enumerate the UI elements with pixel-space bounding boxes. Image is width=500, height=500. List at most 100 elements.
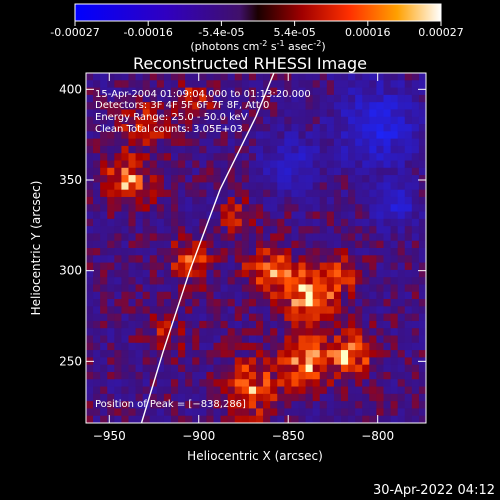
- heatmap-cell: [86, 109, 94, 118]
- heatmap-cell: [298, 350, 307, 358]
- heatmap-cell: [326, 415, 335, 423]
- heatmap-cell: [100, 364, 108, 373]
- heatmap-cell: [199, 109, 208, 118]
- heatmap-cell: [404, 218, 413, 227]
- heatmap-cell: [369, 277, 378, 286]
- heatmap-cell: [362, 109, 370, 118]
- colorbar-tick-label: -5.4e-05: [198, 26, 244, 39]
- heatmap-cell: [163, 350, 172, 358]
- heatmap-cell: [333, 211, 342, 220]
- heatmap-cell: [383, 240, 392, 249]
- heatmap-cell: [206, 109, 215, 118]
- heatmap-cell: [277, 335, 285, 344]
- heatmap-cell: [248, 262, 257, 271]
- heatmap-cell: [263, 408, 271, 417]
- heatmap-cell: [100, 138, 108, 147]
- heatmap-cell: [163, 145, 172, 154]
- heatmap-cell: [142, 102, 151, 111]
- heatmap-cell: [305, 175, 314, 183]
- heatmap-cell: [397, 233, 406, 242]
- y-axis-tick-label: 250: [59, 354, 82, 368]
- heatmap-cell: [142, 364, 151, 373]
- heatmap-cell: [277, 131, 285, 140]
- heatmap-cell: [213, 342, 222, 351]
- heatmap-cell: [411, 291, 420, 300]
- heatmap-cell: [128, 269, 137, 278]
- heatmap-cell: [319, 415, 328, 423]
- heatmap-cell: [376, 189, 385, 198]
- heatmap-cell: [163, 262, 172, 271]
- heatmap-cell: [355, 335, 363, 344]
- heatmap-cell: [390, 196, 399, 205]
- heatmap-cell: [128, 408, 137, 417]
- heatmap-cell: [355, 379, 363, 388]
- heatmap-cell: [234, 175, 243, 183]
- x-axis-tick-label: −850: [272, 429, 305, 443]
- heatmap-cell: [256, 73, 264, 81]
- heatmap-cell: [86, 284, 94, 293]
- heatmap-cell: [298, 299, 307, 307]
- heatmap-cell: [376, 153, 385, 162]
- heatmap-cell: [192, 160, 200, 169]
- heatmap-cell: [263, 306, 271, 315]
- heatmap-cell: [234, 131, 243, 140]
- heatmap-cell: [305, 248, 314, 256]
- heatmap-cell: [192, 386, 200, 395]
- heatmap-cell: [100, 124, 108, 132]
- heatmap-cell: [263, 124, 271, 132]
- heatmap-cell: [277, 226, 285, 235]
- heatmap-cell: [107, 131, 115, 140]
- heatmap-cell: [319, 189, 328, 198]
- heatmap-cell: [355, 138, 363, 147]
- heatmap-cell: [305, 80, 314, 89]
- heatmap-cell: [192, 320, 200, 329]
- heatmap-cell: [213, 350, 222, 358]
- heatmap-cell: [277, 269, 285, 278]
- heatmap-cell: [383, 138, 392, 147]
- heatmap-cell: [411, 313, 420, 322]
- heatmap-cell: [390, 328, 399, 337]
- heatmap-cell: [93, 138, 101, 147]
- heatmap-cell: [135, 357, 144, 366]
- heatmap-cell: [206, 196, 215, 205]
- heatmap-cell: [107, 94, 115, 103]
- heatmap-cell: [291, 328, 300, 337]
- heatmap-cell: [305, 182, 314, 191]
- heatmap-cell: [305, 145, 314, 154]
- heatmap-cell: [192, 299, 200, 307]
- heatmap-cell: [277, 386, 285, 395]
- heatmap-cell: [121, 102, 130, 111]
- heatmap-cell: [277, 153, 285, 162]
- heatmap-cell: [256, 364, 264, 373]
- heatmap-cell: [93, 160, 101, 169]
- heatmap-cell: [163, 269, 172, 278]
- heatmap-cell: [341, 277, 349, 286]
- heatmap-cell: [199, 357, 208, 366]
- heatmap-cell: [93, 393, 101, 402]
- heatmap-cell: [355, 291, 363, 300]
- heatmap-cell: [248, 291, 257, 300]
- heatmap-cell: [213, 386, 222, 395]
- heatmap-cell: [185, 386, 193, 395]
- heatmap-cell: [220, 218, 229, 227]
- heatmap-cell: [121, 189, 130, 198]
- heatmap-cell: [156, 109, 165, 118]
- heatmap-cell: [333, 248, 342, 256]
- heatmap-cell: [362, 262, 370, 271]
- heatmap-cell: [348, 226, 356, 235]
- heatmap-cell: [284, 342, 293, 351]
- heatmap-cell: [128, 218, 137, 227]
- heatmap-cell: [121, 364, 130, 373]
- heatmap-cell: [256, 386, 264, 395]
- heatmap-cell: [263, 218, 271, 227]
- heatmap-cell: [178, 335, 186, 344]
- heatmap-cell: [199, 73, 208, 81]
- heatmap-cell: [185, 255, 193, 264]
- heatmap-cell: [305, 291, 314, 300]
- heatmap-cell: [355, 386, 363, 395]
- heatmap-cell: [227, 240, 236, 249]
- heatmap-cell: [114, 306, 123, 315]
- heatmap-cell: [355, 306, 363, 315]
- heatmap-cell: [326, 218, 335, 227]
- heatmap-cell: [319, 124, 328, 132]
